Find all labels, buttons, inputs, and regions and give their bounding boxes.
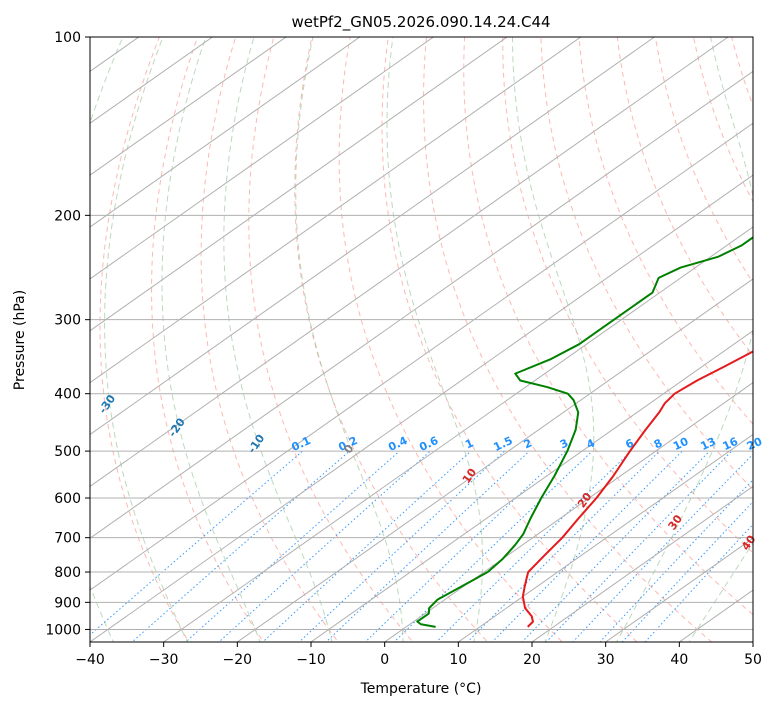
isotherm-gridline	[90, 174, 753, 642]
isotherm-gridline	[531, 485, 753, 642]
isotherm-gridline	[236, 278, 753, 642]
dry-adiabat-0	[99, 37, 190, 642]
isotherm-gridline	[90, 37, 214, 124]
mixing-ratio-label-14: 20	[745, 435, 765, 453]
isotherm-gridline	[90, 37, 729, 487]
dry-adiabat-8	[463, 37, 753, 616]
isotherm-gridline	[310, 330, 753, 642]
x-tick-label: 30	[597, 652, 615, 668]
y-tick-label: 600	[54, 491, 81, 507]
y-tick-label: 300	[54, 313, 81, 329]
mixing-ratio-label-11: 10	[671, 435, 691, 453]
x-tick-label: 50	[744, 652, 762, 668]
y-tick-label: 900	[54, 595, 81, 611]
dry-adiabat-10	[540, 37, 753, 491]
x-tick-label: 10	[449, 652, 467, 668]
temperature-profile	[521, 350, 753, 628]
dry-adiabat-9	[502, 37, 753, 554]
x-tick-label: 0	[380, 652, 389, 668]
plot-frame	[89, 36, 754, 643]
isotherm-gridline	[604, 537, 753, 642]
x-axis-label: Temperature (°C)	[360, 681, 482, 697]
isotherm-gridline	[90, 37, 508, 332]
x-tick-label: −30	[149, 652, 179, 668]
gridlines	[90, 37, 753, 642]
dry-adiabat-6	[381, 37, 638, 642]
mixing-ratio-label-13: 16	[721, 435, 741, 453]
isotherm-gridline	[90, 37, 361, 228]
y-tick-label: 700	[54, 531, 81, 547]
y-tick-label: 200	[54, 208, 81, 224]
sounding-profiles	[416, 236, 753, 628]
dry-adiabat-5	[338, 37, 564, 642]
x-tick-label: −20	[223, 652, 253, 668]
y-axis: 1000 900 800 700 600 500 400 300 200 100	[45, 30, 90, 638]
dewpoint-profile	[416, 236, 753, 628]
isotherm-gridline	[90, 37, 656, 436]
dry-adiabat-3	[248, 37, 414, 642]
isotherm-gridline	[90, 37, 435, 280]
isotherm-gridline	[383, 381, 753, 642]
dry-adiabat-12	[616, 37, 753, 357]
y-tick-label: 100	[54, 30, 81, 46]
x-tick-label: 40	[670, 652, 688, 668]
isotherm-gridline	[457, 433, 753, 642]
y-axis-label: Pressure (hPa)	[12, 290, 28, 390]
isotherm-gridline	[90, 37, 287, 176]
isotherm-gridline	[90, 37, 582, 384]
dry-adiabat-7	[423, 37, 713, 642]
moist-adiabat-14	[688, 542, 753, 642]
dry-adiabat-2	[200, 37, 339, 642]
isotherm-gridline	[90, 122, 753, 591]
y-tick-label: 800	[54, 565, 81, 581]
moist-adiabat-11	[386, 37, 484, 642]
isotherm-gridline	[90, 70, 753, 539]
y-tick-label: 400	[54, 387, 81, 403]
y-tick-label: 1000	[45, 622, 81, 638]
x-axis: −40 −30 −20 −10 0 10 20 30 40 50	[75, 642, 762, 668]
moist-adiabat-8	[161, 37, 261, 642]
x-tick-label: 20	[523, 652, 541, 668]
isotherm-gridline	[162, 226, 753, 642]
y-tick-label: 500	[54, 444, 81, 460]
x-tick-label: −40	[75, 652, 105, 668]
x-tick-label: −10	[296, 652, 326, 668]
mixing-ratio-label-12: 13	[699, 435, 718, 453]
chart-title: wetPf2_GN05.2026.090.14.24.C44	[291, 13, 550, 32]
